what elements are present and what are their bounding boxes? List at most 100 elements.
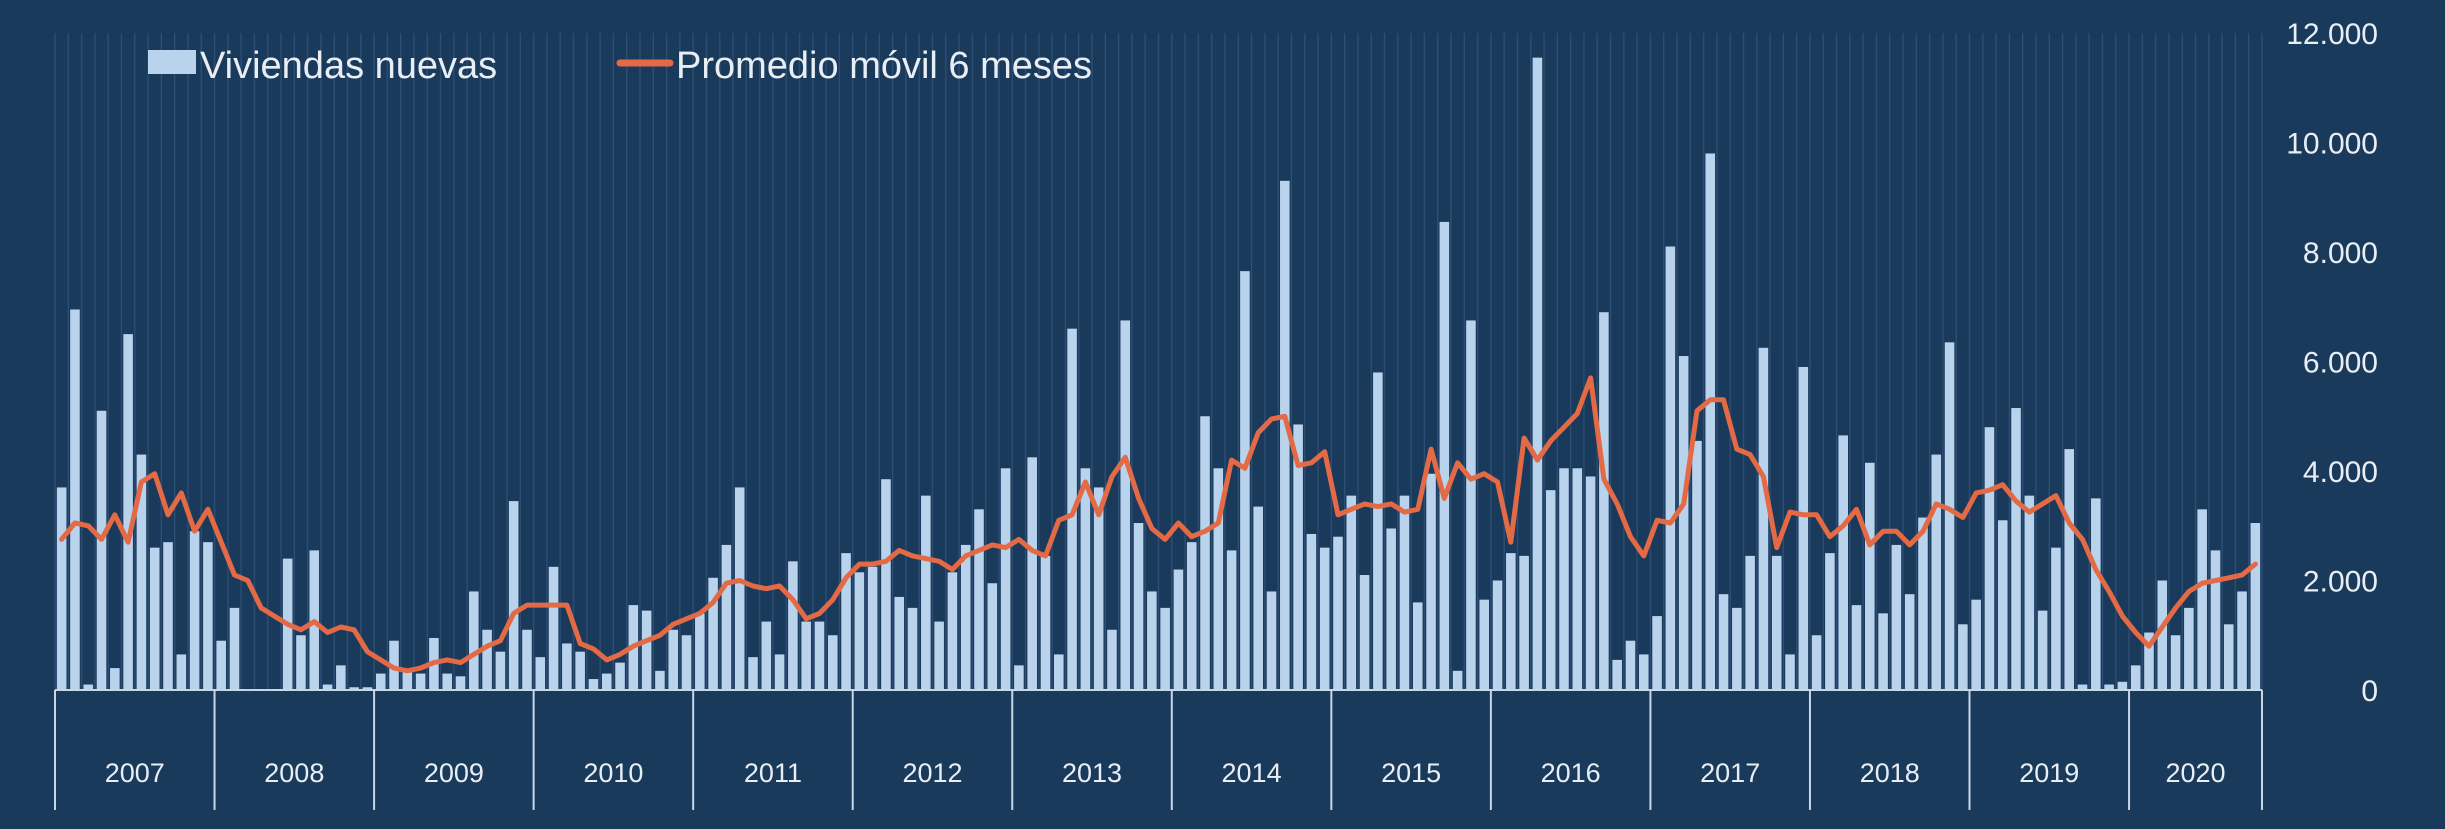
bar bbox=[1718, 594, 1729, 690]
x-tick-label: 2013 bbox=[1062, 758, 1122, 788]
bar bbox=[163, 542, 173, 690]
y-tick-label: 6.000 bbox=[2303, 347, 2378, 380]
bar bbox=[1825, 553, 1835, 690]
bar bbox=[469, 591, 479, 690]
bar bbox=[695, 613, 705, 690]
bar bbox=[2104, 684, 2114, 690]
bar bbox=[1040, 555, 1051, 690]
bar bbox=[2091, 498, 2101, 690]
bar bbox=[854, 572, 865, 690]
bar bbox=[1226, 550, 1237, 690]
bar bbox=[1014, 665, 1024, 690]
bar bbox=[1745, 555, 1755, 690]
bar bbox=[1958, 624, 1968, 690]
bar bbox=[721, 544, 732, 690]
bar bbox=[1585, 476, 1596, 690]
bar bbox=[1652, 616, 1662, 690]
bar bbox=[1173, 569, 1184, 690]
bar bbox=[881, 479, 891, 690]
y-axis: 0 2.000 4.000 6.000 8.000 10.000 12.000 bbox=[2286, 18, 2378, 708]
bar bbox=[2024, 495, 2035, 690]
bar bbox=[2117, 681, 2128, 690]
x-tick-label: 2012 bbox=[902, 758, 962, 788]
bar bbox=[588, 679, 599, 690]
bar bbox=[2157, 580, 2168, 690]
bar bbox=[1771, 555, 1782, 690]
bar bbox=[1479, 599, 1490, 690]
bar bbox=[934, 621, 944, 690]
x-tick-label: 2007 bbox=[105, 758, 165, 788]
bar bbox=[349, 687, 359, 690]
bar bbox=[655, 670, 665, 690]
x-tick-label: 2019 bbox=[2019, 758, 2079, 788]
bar bbox=[668, 629, 679, 690]
moving-average-series bbox=[59, 375, 2258, 674]
x-tick-label: 2017 bbox=[1700, 758, 1760, 788]
bar bbox=[1798, 366, 1809, 690]
bar bbox=[2210, 550, 2221, 690]
x-tick-label: 2018 bbox=[1860, 758, 1920, 788]
bar bbox=[761, 621, 772, 690]
bar bbox=[189, 531, 200, 690]
bar bbox=[801, 621, 811, 690]
bar bbox=[1944, 342, 1955, 690]
bar bbox=[83, 684, 94, 690]
bar bbox=[1386, 528, 1396, 690]
bar bbox=[1107, 629, 1117, 690]
bar bbox=[1147, 591, 1157, 690]
bar bbox=[216, 640, 226, 690]
moving-average-line bbox=[59, 375, 2258, 674]
bar bbox=[1971, 599, 1981, 690]
bar bbox=[2197, 509, 2207, 690]
x-tick-label: 2016 bbox=[1541, 758, 1601, 788]
bar bbox=[1253, 506, 1264, 690]
bar bbox=[1559, 468, 1569, 690]
bar bbox=[1878, 613, 1888, 690]
bar bbox=[1532, 57, 1543, 690]
bar bbox=[375, 673, 386, 690]
bar bbox=[1120, 320, 1131, 690]
bar bbox=[1093, 487, 1104, 690]
bar bbox=[1306, 533, 1317, 690]
bar bbox=[149, 547, 160, 690]
x-tick-label: 2009 bbox=[424, 758, 484, 788]
bar bbox=[575, 651, 585, 690]
bar bbox=[110, 668, 120, 690]
bar bbox=[987, 583, 998, 690]
bar bbox=[1918, 517, 1928, 690]
bar bbox=[1785, 654, 1795, 690]
bar bbox=[921, 495, 931, 690]
bar bbox=[1293, 424, 1303, 690]
y-tick-label: 8.000 bbox=[2303, 237, 2378, 270]
bar bbox=[1638, 654, 1649, 690]
bar bbox=[867, 566, 878, 690]
bar bbox=[2011, 408, 2021, 690]
bar bbox=[1452, 670, 1463, 690]
bar bbox=[1266, 591, 1277, 690]
bar bbox=[1865, 462, 1875, 690]
bar bbox=[1240, 271, 1250, 690]
bar bbox=[2144, 632, 2154, 690]
bar bbox=[1213, 468, 1224, 690]
legend-label-bars: Viviendas nuevas bbox=[200, 45, 497, 87]
bar bbox=[1506, 553, 1516, 690]
bar bbox=[402, 670, 413, 690]
bar bbox=[562, 643, 572, 690]
bar bbox=[1466, 320, 1476, 690]
bar bbox=[774, 654, 785, 690]
y-tick-label: 12.000 bbox=[2286, 18, 2378, 51]
x-tick-label: 2020 bbox=[2165, 758, 2225, 788]
bar bbox=[615, 662, 625, 690]
bar bbox=[1811, 635, 1822, 690]
bar bbox=[601, 673, 612, 690]
bar bbox=[362, 687, 373, 690]
bar bbox=[1346, 495, 1357, 690]
bar bbox=[1612, 659, 1622, 690]
legend-swatch-bars bbox=[148, 50, 196, 74]
bar bbox=[907, 607, 918, 690]
bar bbox=[708, 577, 718, 690]
bar bbox=[1333, 536, 1343, 690]
bar bbox=[2037, 610, 2048, 690]
bar bbox=[296, 635, 306, 690]
